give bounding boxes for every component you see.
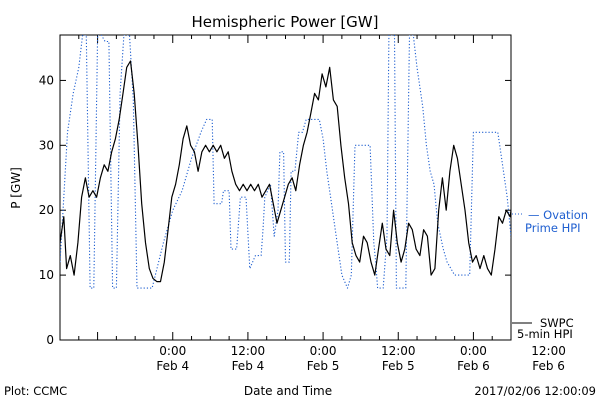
y-axis-label: P [GW]	[9, 167, 23, 209]
legend-ovation-line2: Prime HPI	[525, 221, 581, 235]
y-tick-label: 20	[39, 203, 54, 217]
y-axis: 0 10 20 30 40	[39, 73, 511, 347]
series-swpc-line	[60, 60, 511, 283]
x-tick-date: Feb 4	[232, 359, 265, 373]
x-tick-label: 12:00	[531, 344, 566, 358]
legend-swpc-line1: SWPC	[540, 316, 574, 330]
x-tick-label: 0:00	[159, 344, 186, 358]
x-tick-date: Feb 5	[307, 359, 340, 373]
footer-left: Plot: CCMC	[4, 384, 67, 398]
y-tick-label: 30	[39, 138, 54, 152]
legend-swpc-line2: 5-min HPI	[517, 327, 573, 341]
x-tick-date: Feb 6	[457, 359, 490, 373]
x-tick-date: Feb 4	[156, 359, 189, 373]
y-tick-label: 0	[46, 333, 54, 347]
series-ovation-prime-line	[60, 35, 511, 289]
legend-ovation-line1: — Ovation	[528, 208, 588, 222]
x-tick-label: 0:00	[310, 344, 337, 358]
series-layer	[60, 35, 511, 289]
chart-title: Hemispheric Power [GW]	[192, 13, 379, 31]
x-tick-label: 0:00	[460, 344, 487, 358]
x-tick-date: Feb 6	[532, 359, 565, 373]
x-tick-label: 12:00	[231, 344, 266, 358]
x-tick-label: 12:00	[381, 344, 416, 358]
x-axis-label: Date and Time	[244, 384, 332, 398]
footer-timestamp: 2017/02/06 12:00:09	[474, 384, 596, 398]
y-tick-label: 40	[39, 73, 54, 87]
y-tick-label: 10	[39, 268, 54, 282]
x-tick-date: Feb 5	[382, 359, 415, 373]
